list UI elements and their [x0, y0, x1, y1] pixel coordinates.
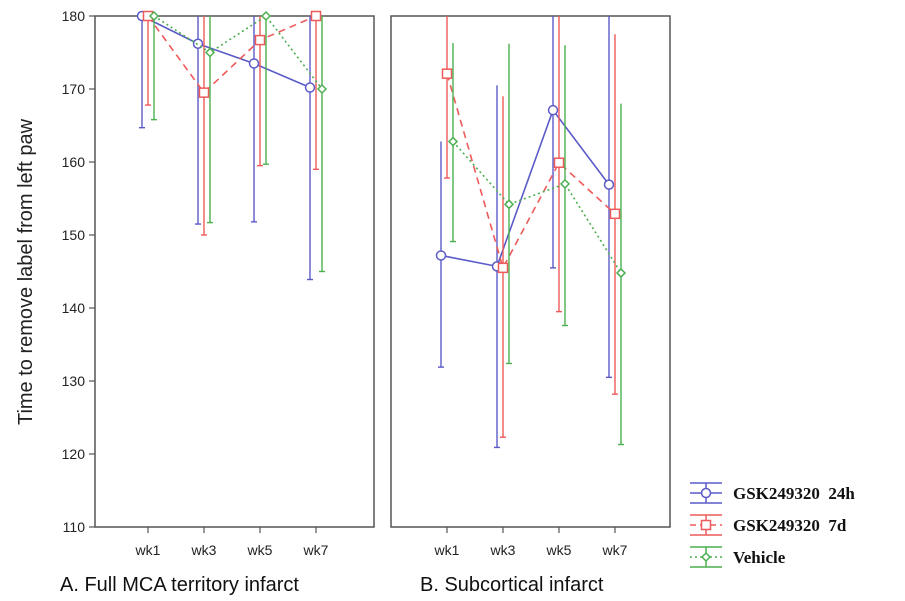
legend: GSK249320 24h GSK249320 7d Vehicle [690, 482, 855, 568]
legend-item-24h: GSK249320 24h [690, 482, 855, 504]
panel-a-title: A. Full MCA territory infarct [60, 574, 299, 596]
legend-marker-circle-icon [700, 487, 712, 499]
y-tick-label: 120 [62, 446, 86, 462]
data-point-gsk249320-7d [198, 87, 210, 98]
data-point-vehicle [615, 267, 627, 279]
y-tick-label: 110 [63, 519, 86, 535]
x-tick-label: wk7 [602, 542, 628, 558]
panel-b-frame [390, 15, 671, 528]
data-point-gsk249320-24h [304, 82, 316, 93]
data-point-vehicle [559, 178, 571, 189]
x-tick-label: wk5 [247, 542, 273, 558]
panel-a-y-ticks: 110 120 130 140 150 160 170 180 [62, 8, 95, 535]
x-tick-label: wk7 [303, 542, 329, 558]
data-point-gsk249320-24h [435, 250, 447, 261]
data-point-gsk249320-7d [310, 10, 322, 22]
x-tick-label: wk3 [490, 542, 516, 558]
series-line-gsk249320-7d [446, 73, 616, 270]
legend-item-vehicle: Vehicle [690, 546, 786, 568]
panel-b-title: B. Subcortical infarct [420, 574, 604, 596]
data-point-gsk249320-24h [248, 58, 260, 69]
series-line-gsk249320-24h [141, 15, 311, 89]
series-line-gsk249320-24h [440, 108, 610, 268]
data-point-vehicle [204, 47, 216, 58]
y-tick-label: 180 [62, 8, 86, 24]
legend-label-24h: GSK249320 24h [733, 484, 855, 503]
data-point-gsk249320-7d [609, 208, 621, 220]
series-line-vehicle [452, 141, 622, 274]
series-line-gsk249320-7d [147, 15, 317, 94]
data-point-vehicle [148, 10, 160, 22]
data-point-vehicle [316, 83, 328, 95]
data-point-gsk249320-24h [603, 179, 615, 190]
y-tick-label: 150 [62, 227, 86, 243]
y-tick-label: 160 [62, 154, 86, 170]
y-tick-label: 140 [62, 300, 86, 316]
x-tick-label: wk1 [434, 542, 460, 558]
panel-b-series [435, 16, 627, 449]
x-tick-label: wk3 [191, 542, 217, 558]
legend-label-7d: GSK249320 7d [733, 516, 847, 535]
data-point-gsk249320-7d [441, 68, 453, 79]
legend-marker-square-icon [700, 519, 712, 531]
panel-a-x-ticks: wk1 wk3 wk5 wk7 [135, 527, 329, 558]
data-point-gsk249320-7d [553, 157, 565, 168]
data-point-vehicle [260, 10, 272, 22]
legend-marker-diamond-icon [700, 551, 712, 563]
data-point-gsk249320-7d [254, 34, 266, 46]
panel-b-x-ticks: wk1 wk3 wk5 wk7 [434, 527, 628, 558]
data-point-vehicle [503, 199, 515, 210]
data-point-vehicle [447, 136, 459, 147]
legend-label-vehicle: Vehicle [733, 548, 786, 567]
panel-a: 110 120 130 140 150 160 170 180 wk1 wk3 wk5 wk7 A.… [60, 8, 375, 596]
series-line-vehicle [153, 14, 323, 90]
legend-item-7d: GSK249320 7d [690, 514, 847, 536]
x-tick-label: wk5 [546, 542, 572, 558]
panel-a-series [136, 10, 328, 281]
panel-b: wk1 wk3 wk5 wk7 B. Subcortical infarct [390, 15, 671, 596]
y-tick-label: 170 [62, 81, 86, 97]
data-point-gsk249320-7d [497, 262, 509, 274]
y-tick-label: 130 [62, 373, 86, 389]
panel-a-frame [94, 15, 375, 528]
y-axis-label: Time to remove label from left paw [15, 118, 37, 425]
x-tick-label: wk1 [135, 542, 161, 558]
data-point-gsk249320-24h [547, 104, 559, 116]
